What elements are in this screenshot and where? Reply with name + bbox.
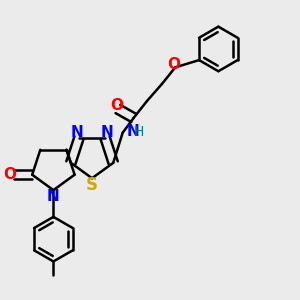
Text: O: O <box>167 58 180 73</box>
Text: N: N <box>47 189 60 204</box>
Text: O: O <box>110 98 123 113</box>
Text: N: N <box>100 125 113 140</box>
Text: N: N <box>71 125 84 140</box>
Text: S: S <box>86 176 98 194</box>
Text: O: O <box>3 167 16 182</box>
Text: H: H <box>134 125 144 139</box>
Text: N: N <box>127 124 139 140</box>
